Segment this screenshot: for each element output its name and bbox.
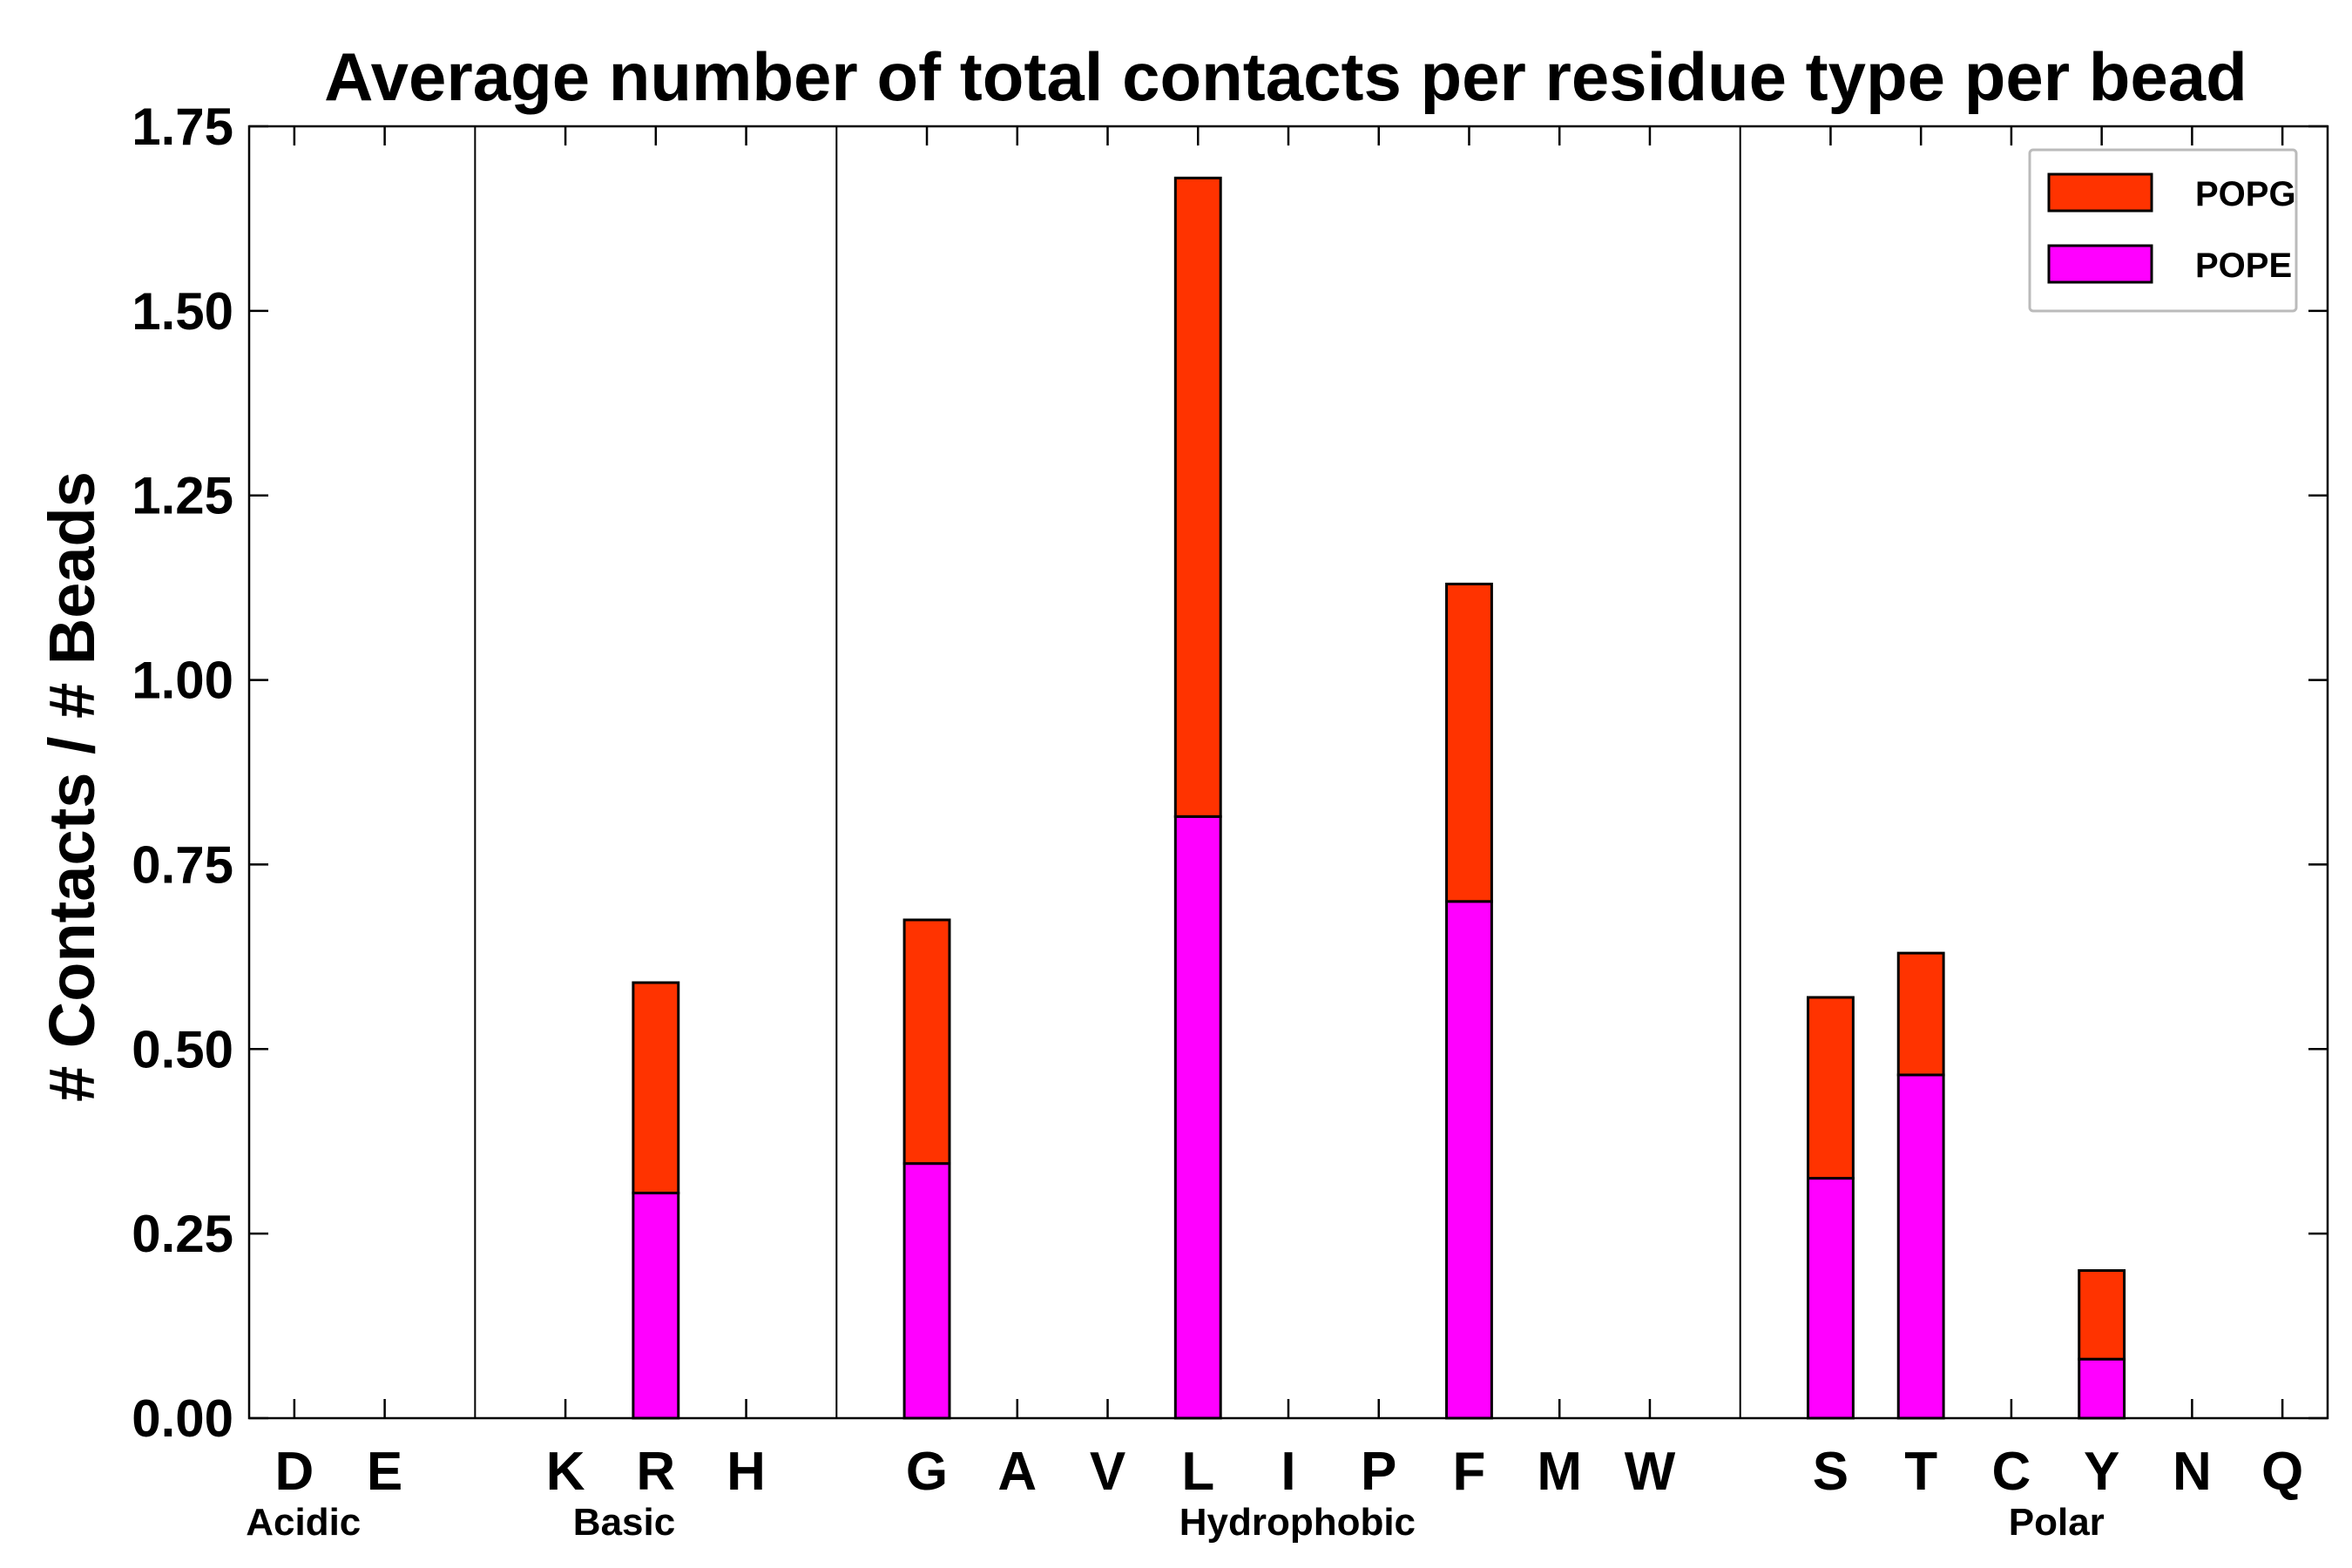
x-tick-label-E: E: [367, 1442, 402, 1502]
x-tick-label-H: H: [727, 1442, 766, 1502]
bar-pope-Y: [2078, 1357, 2126, 1420]
x-tick-label-P: P: [1361, 1442, 1396, 1502]
x-tick-label-I: I: [1281, 1442, 1295, 1502]
group-label: Acidic: [246, 1501, 361, 1544]
bar-popg-L: [1173, 176, 1222, 818]
y-tick-label: 0.50: [132, 1020, 233, 1078]
plot-area: 0.00 0.25 0.50 0.75 1.00 1.25 1.50 1.75 D E K R H G A V…: [132, 98, 2329, 1544]
bar-pope-L: [1173, 814, 1222, 1420]
x-tick-label-D: D: [274, 1442, 314, 1502]
bar-popg-F: [1445, 582, 1493, 903]
bar-popg-S: [1807, 996, 1855, 1180]
group-label: Hydrophobic: [1179, 1501, 1416, 1544]
y-tick-label: 1.00: [132, 652, 233, 710]
y-tick-label: 1.25: [132, 467, 233, 525]
bar-pope-F: [1445, 900, 1493, 1420]
x-tick-label-Q: Q: [2261, 1442, 2303, 1502]
bar-pope-R: [632, 1192, 680, 1420]
legend-label-popg: POPG: [2195, 175, 2296, 213]
x-tick-label-M: M: [1537, 1442, 1582, 1502]
bar-pope-G: [902, 1162, 951, 1420]
plot-frame: [247, 125, 2329, 1420]
x-tick-label-F: F: [1453, 1442, 1486, 1502]
legend-label-pope: POPE: [2195, 247, 2292, 285]
y-tick-label: 0.00: [132, 1389, 233, 1448]
x-tick-label-C: C: [1992, 1442, 2031, 1502]
legend: POPG POPE: [2028, 148, 2298, 313]
bar-pope-T: [1896, 1073, 1945, 1420]
y-tick-label: 0.25: [132, 1205, 233, 1263]
x-tick-label-R: R: [636, 1442, 675, 1502]
x-tick-label-Y: Y: [2084, 1442, 2119, 1502]
y-tick-label: 1.75: [132, 98, 233, 156]
group-label: Polar: [2009, 1501, 2105, 1544]
x-tick-label-G: G: [906, 1442, 948, 1502]
bar-popg-Y: [2078, 1269, 2126, 1361]
bar-popg-R: [632, 981, 680, 1195]
x-tick-label-S: S: [1813, 1442, 1848, 1502]
x-tick-label-T: T: [1904, 1442, 1937, 1502]
chart-title: Average number of total contacts per res…: [324, 38, 2247, 115]
group-label: Basic: [573, 1501, 675, 1544]
x-tick-label-W: W: [1625, 1442, 1676, 1502]
y-tick-label: 0.75: [132, 835, 233, 894]
x-tick-label-A: A: [997, 1442, 1037, 1502]
x-tick-label-L: L: [1181, 1442, 1214, 1502]
x-tick-label-K: K: [546, 1442, 585, 1502]
y-axis-label: # Contacts / # Beads: [36, 471, 108, 1102]
x-tick-label-V: V: [1090, 1442, 1125, 1502]
bar-popg-T: [1896, 951, 1945, 1077]
y-tick-label: 1.50: [132, 282, 233, 341]
legend-swatch-popg: [2047, 172, 2153, 213]
x-tick-label-N: N: [2173, 1442, 2212, 1502]
bar-popg-G: [902, 918, 951, 1166]
bar-pope-S: [1807, 1177, 1855, 1420]
legend-swatch-pope: [2047, 244, 2153, 284]
